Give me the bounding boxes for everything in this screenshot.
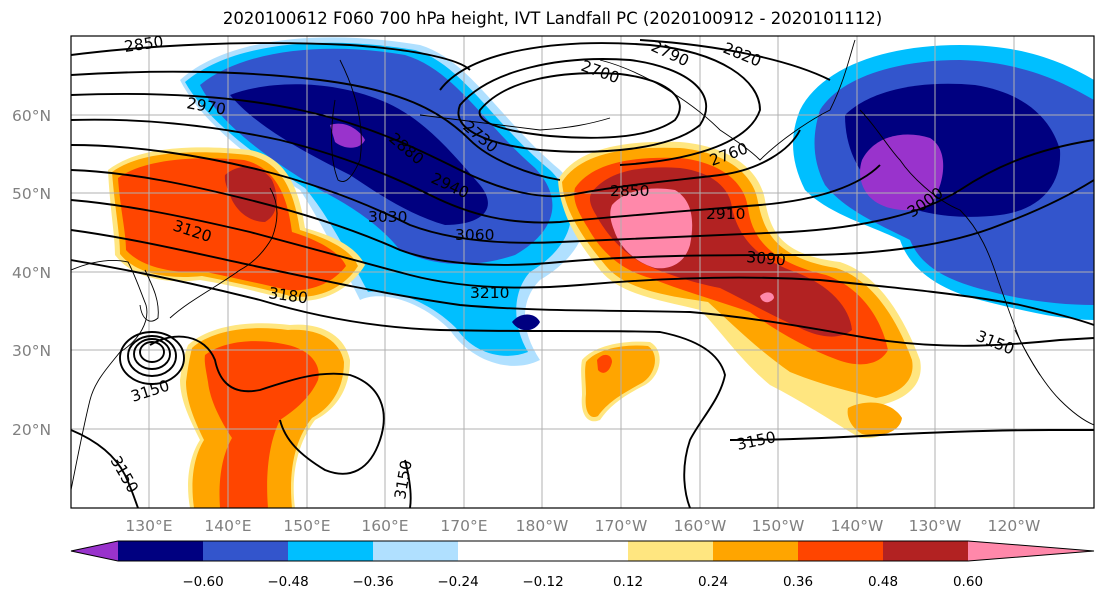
- lon-label: 170°W: [595, 517, 648, 535]
- fill-neg-spot: [512, 314, 540, 331]
- latitude-labels: 60°N 50°N 40°N 30°N 20°N: [12, 107, 51, 439]
- colorbar-tick-label: 0.48: [868, 574, 898, 590]
- fill-pos-central-pink2: [760, 292, 774, 303]
- lon-label: 150°W: [752, 517, 805, 535]
- colorbar-tick-label: −0.60: [182, 574, 223, 590]
- contour-label-3150-se: 3150: [735, 428, 777, 454]
- lat-label: 60°N: [12, 107, 51, 125]
- contour-label-3150-sw: 3150: [107, 453, 142, 496]
- coast-aleutians: [419, 114, 611, 131]
- colorbar-bin: [288, 541, 373, 561]
- lon-label: 140°E: [204, 517, 251, 535]
- map-title: 2020100612 F060 700 hPa height, IVT Land…: [222, 9, 883, 28]
- colorbar-tick-label: −0.36: [352, 574, 393, 590]
- colorbar-bin: [373, 541, 458, 561]
- colorbar: [70, 540, 1095, 562]
- colorbar-tick-label: −0.12: [522, 574, 563, 590]
- colorbar-tick-label: 0.36: [783, 574, 813, 590]
- colorbar-extend-low: [71, 541, 118, 561]
- lat-label: 50°N: [12, 185, 51, 203]
- colorbar-bin: [798, 541, 883, 561]
- colorbar-tick-label: −0.24: [437, 574, 478, 590]
- colorbar-extend-high: [968, 541, 1094, 561]
- longitude-labels: 130°E 140°E 150°E 160°E 170°E 180°W 170°…: [125, 517, 1040, 535]
- contour-label-2850-central: 2850: [610, 182, 649, 200]
- colorbar-bin: [883, 541, 968, 561]
- contour-label-3210: 3210: [470, 284, 509, 302]
- map-frame: [70, 35, 1095, 509]
- colorbar-bin: [118, 541, 203, 561]
- lat-label: 20°N: [12, 421, 51, 439]
- lon-label: 130°W: [909, 517, 962, 535]
- contour-label-3180: 3180: [267, 284, 309, 307]
- contour-label-2910: 2910: [706, 205, 745, 223]
- fill-pos-japan-red: [118, 158, 346, 291]
- contour-label-3150-south: 3150: [391, 459, 416, 501]
- coast-na-west: [859, 109, 1094, 426]
- lon-label: 160°W: [674, 517, 727, 535]
- fill-neg-west-navy: [230, 84, 488, 226]
- fill-pos-central-pink: [610, 188, 693, 269]
- lon-label: 180°W: [516, 517, 569, 535]
- lon-label: 130°E: [125, 517, 172, 535]
- fill-neg-east-purple: [860, 134, 944, 211]
- fill-pos-hawaii-red: [597, 354, 612, 373]
- contour-label-2850-nw: 2850: [123, 33, 165, 56]
- coastlines: [71, 39, 1094, 491]
- lon-label: 150°E: [283, 517, 330, 535]
- lon-label: 120°W: [988, 517, 1041, 535]
- coast-baja: [1014, 329, 1041, 376]
- colorbar-bin: [458, 541, 543, 561]
- contour-label-3030: 3030: [368, 208, 407, 226]
- contour-label-2700: 2700: [579, 57, 622, 87]
- colorbar-outline: [70, 540, 1095, 562]
- colorbar-bin: [713, 541, 798, 561]
- fill-pos-east-small: [847, 402, 902, 436]
- coast-kamchatka: [331, 59, 362, 182]
- colorbar-bin: [203, 541, 288, 561]
- lon-label: 160°E: [361, 517, 408, 535]
- coast-asia: [71, 259, 148, 491]
- contour-label-3060: 3060: [455, 226, 494, 244]
- ivt-fill-layer: [108, 37, 1094, 508]
- colorbar-bin: [543, 541, 628, 561]
- graticule: [71, 36, 1094, 508]
- fill-neg-west-purple: [330, 123, 365, 148]
- lat-label: 40°N: [12, 264, 51, 282]
- lon-label: 170°E: [440, 517, 487, 535]
- lon-label: 140°W: [831, 517, 884, 535]
- fill-pos-subtrop-red: [204, 341, 319, 508]
- colorbar-tick-label: 0.24: [698, 574, 728, 590]
- colorbar-tick-label: 0.12: [613, 574, 643, 590]
- fill-pos-japan-darkred: [224, 166, 277, 222]
- colorbar-tick-label: 0.60: [953, 574, 983, 590]
- contour-label-3150-east: 3150: [974, 327, 1017, 358]
- coast-korea: [139, 269, 159, 322]
- coast-japan: [169, 187, 278, 319]
- height-contours: [71, 39, 1094, 508]
- contour-label-3090: 3090: [746, 248, 787, 269]
- colorbar-tick-label: −0.48: [267, 574, 308, 590]
- colorbar-bin: [628, 541, 713, 561]
- colorbar-tick-labels: −0.60 −0.48 −0.36 −0.24 −0.12 0.12 0.24 …: [182, 574, 983, 590]
- lat-label: 30°N: [12, 342, 51, 360]
